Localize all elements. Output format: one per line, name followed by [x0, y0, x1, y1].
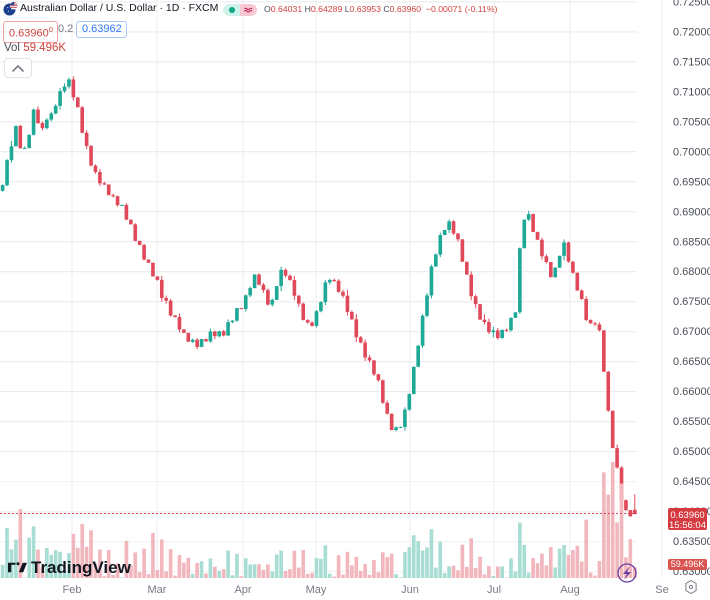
svg-text:0.70000: 0.70000	[673, 146, 710, 158]
svg-text:0.69500: 0.69500	[673, 176, 710, 188]
svg-text:0.65000: 0.65000	[673, 446, 710, 458]
svg-text:0.70500: 0.70500	[673, 116, 710, 128]
svg-text:15:56:04: 15:56:04	[669, 520, 706, 531]
svg-text:0.68000: 0.68000	[673, 266, 710, 278]
svg-text:0.69000: 0.69000	[673, 206, 710, 218]
svg-text:0.68500: 0.68500	[673, 236, 710, 248]
svg-text:0.66000: 0.66000	[673, 386, 710, 398]
svg-text:0.67500: 0.67500	[673, 296, 710, 308]
svg-text:0.65500: 0.65500	[673, 416, 710, 428]
svg-text:0.71000: 0.71000	[673, 86, 710, 98]
svg-text:0.72000: 0.72000	[673, 26, 710, 38]
svg-text:Mar: Mar	[148, 584, 167, 596]
svg-text:Se: Se	[655, 584, 668, 596]
svg-text:0.63500: 0.63500	[673, 536, 710, 548]
svg-text:0.67000: 0.67000	[673, 326, 710, 338]
svg-text:May: May	[306, 584, 327, 596]
svg-text:Aug: Aug	[560, 584, 580, 596]
svg-text:0.72500: 0.72500	[673, 0, 710, 8]
svg-text:0.71500: 0.71500	[673, 56, 710, 68]
svg-text:Jun: Jun	[401, 584, 419, 596]
svg-text:Apr: Apr	[234, 584, 251, 596]
svg-text:59.496K: 59.496K	[671, 559, 705, 569]
svg-text:Feb: Feb	[63, 584, 82, 596]
svg-text:0.66500: 0.66500	[673, 356, 710, 368]
svg-text:0.64500: 0.64500	[673, 476, 710, 488]
svg-text:Jul: Jul	[487, 584, 501, 596]
